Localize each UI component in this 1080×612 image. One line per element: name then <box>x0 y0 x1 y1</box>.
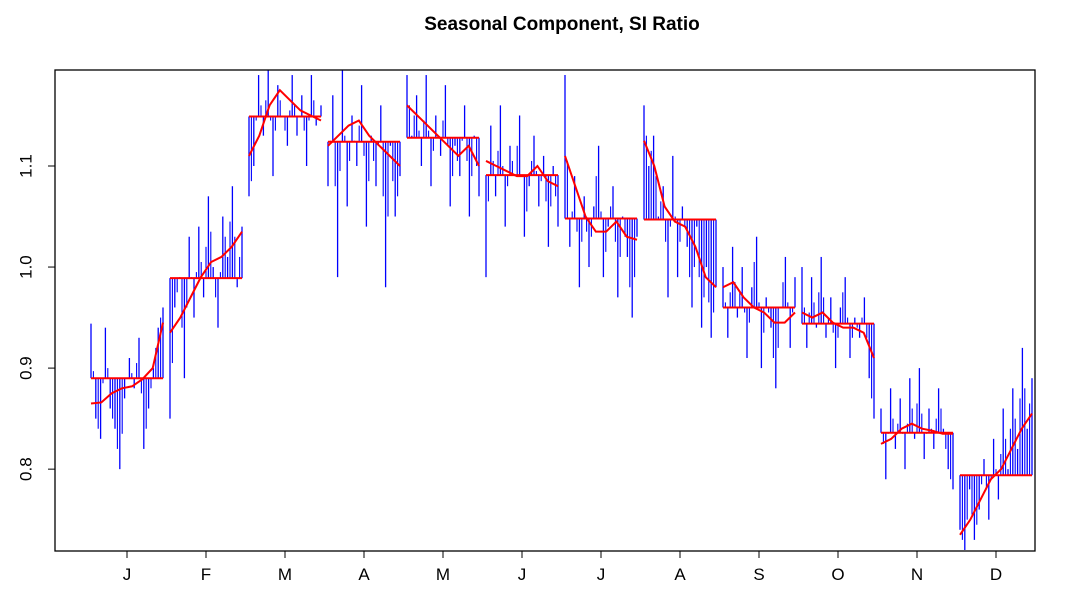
x-tick-label: A <box>674 565 686 584</box>
x-tick-label: S <box>753 565 764 584</box>
month-group-S <box>722 236 796 389</box>
month-group-J <box>485 105 559 278</box>
x-tick-label: O <box>831 565 844 584</box>
x-tick-label: A <box>358 565 370 584</box>
x-tick-label: J <box>597 565 606 584</box>
month-group-D <box>959 347 1033 550</box>
chart-title: Seasonal Component, SI Ratio <box>424 14 700 35</box>
month-group-A <box>327 70 401 288</box>
month-group-O <box>801 256 875 419</box>
month-group-N <box>880 368 954 490</box>
x-tick-label: N <box>911 565 923 584</box>
y-tick-label: 0.8 <box>16 457 35 481</box>
seasonal-factor-line <box>406 104 480 167</box>
seasonal-factor-line <box>485 160 559 188</box>
seasonal-factor-line <box>90 322 164 405</box>
x-tick-label: D <box>990 565 1002 584</box>
month-group-J <box>90 307 164 470</box>
month-group-F <box>169 186 243 419</box>
seasonal-factor-line <box>327 119 401 167</box>
seasonal-factor-line <box>248 88 322 157</box>
x-tick-label: J <box>518 565 527 584</box>
month-group-J <box>564 75 638 318</box>
x-tick-label: M <box>278 565 292 584</box>
x-tick-label: J <box>123 565 132 584</box>
seasonal-factor-line <box>880 422 953 445</box>
y-tick-label: 0.9 <box>16 356 35 380</box>
seasonal-factor-line <box>643 140 717 288</box>
seasonal-factor-line <box>169 231 243 334</box>
month-group-M <box>406 75 480 217</box>
x-tick-label: M <box>436 565 450 584</box>
month-group-M <box>248 70 322 197</box>
x-tick-label: F <box>201 565 211 584</box>
seasonal-factor-line <box>801 311 875 359</box>
plot-frame <box>54 69 1036 552</box>
y-tick-label: 1.1 <box>16 154 35 178</box>
y-tick-label: 1.0 <box>16 255 35 279</box>
y-axis: 0.8 0.9 1.0 1.1 <box>16 154 55 481</box>
seasonal-factor-line <box>959 413 1033 536</box>
month-group-A <box>643 105 717 338</box>
seasonal-factor-line <box>564 155 638 241</box>
seasonal-factor-line <box>722 280 796 324</box>
